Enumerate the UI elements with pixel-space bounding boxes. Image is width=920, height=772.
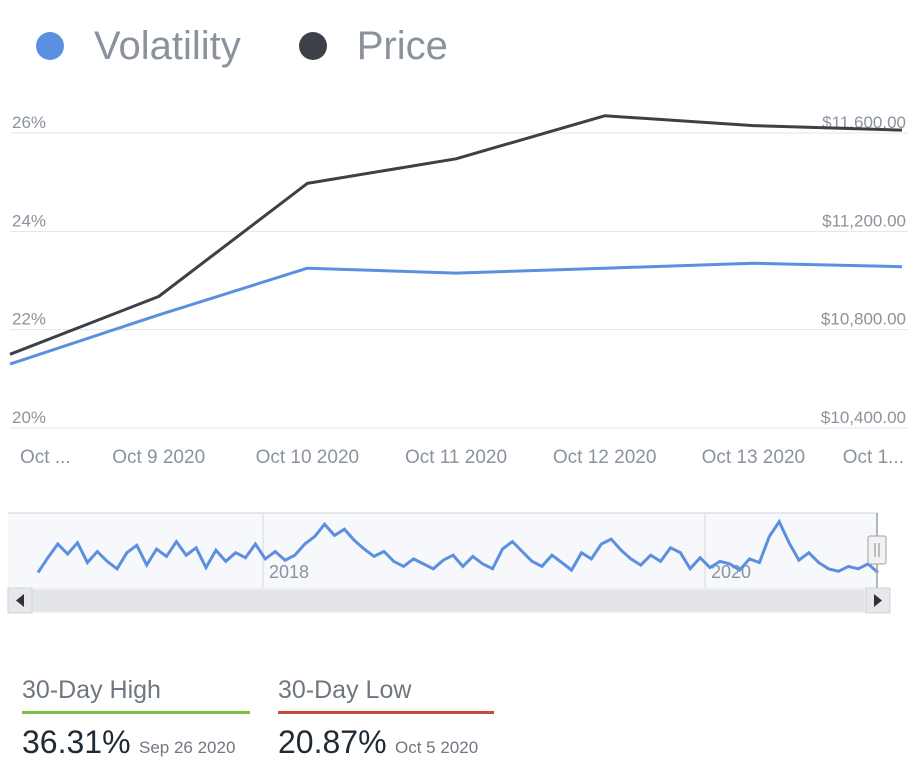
stat-low-date: Oct 5 2020 [394,738,479,757]
stat-low-label: 30-Day Low [278,676,494,714]
y-left-tick-label: 26% [12,113,46,132]
stats-panel: 30-Day High 36.31% Sep 26 2020 30-Day Lo… [22,676,522,761]
x-tick-label: Oct 9 2020 [112,447,205,468]
stat-30-day-high: 30-Day High 36.31% Sep 26 2020 [22,676,250,761]
legend-dot-price [298,32,327,60]
navigator-year-label-2018: 2018 [269,562,309,582]
x-tick-label: Oct 1... [843,447,904,468]
x-tick-label: Oct ... [20,447,71,468]
navigator-plot-area [8,513,878,588]
stat-low-value: 20.87% [278,724,387,760]
y-right-tick-label: $10,800.00 [821,310,906,329]
stat-high-value: 36.31% [22,724,131,760]
x-tick-label: Oct 11 2020 [405,447,507,468]
series-line-price [9,114,903,356]
x-tick-label: Oct 10 2020 [256,447,360,468]
triangle-left-icon [16,594,24,607]
legend-label-volatility: Volatility [94,23,241,68]
navigator[interactable]: 2018 2020 [0,508,920,618]
chart-legend: Volatility Price [36,18,506,74]
y-right-tick-label: $10,400.00 [821,408,906,427]
legend-item-volatility[interactable]: Volatility [36,24,241,69]
stat-high-label: 30-Day High [22,676,250,714]
navigator-series-line [36,518,879,574]
x-tick-label: Oct 12 2020 [553,447,657,468]
scroll-left-button[interactable] [7,587,33,614]
main-chart[interactable]: 26%24%22%20%$11,600.00$11,200.00$10,800.… [0,100,920,480]
legend-item-price[interactable]: Price [298,23,448,69]
series-line-volatility [9,261,903,366]
y-left-tick-label: 20% [12,408,46,427]
y-left-tick-label: 24% [12,211,46,230]
legend-label-price: Price [356,23,448,68]
scroll-right-button[interactable] [865,587,891,614]
y-left-tick-label: 22% [12,310,46,329]
navigator-scrollbar-thumb[interactable] [32,590,864,611]
legend-dot-volatility [36,32,64,60]
triangle-right-icon [874,594,882,607]
y-right-tick-label: $11,200.00 [822,211,906,230]
stat-30-day-low: 30-Day Low 20.87% Oct 5 2020 [278,676,494,761]
navigator-range-handle[interactable] [867,535,887,565]
stat-high-date: Sep 26 2020 [138,738,236,757]
x-tick-label: Oct 13 2020 [702,447,806,468]
